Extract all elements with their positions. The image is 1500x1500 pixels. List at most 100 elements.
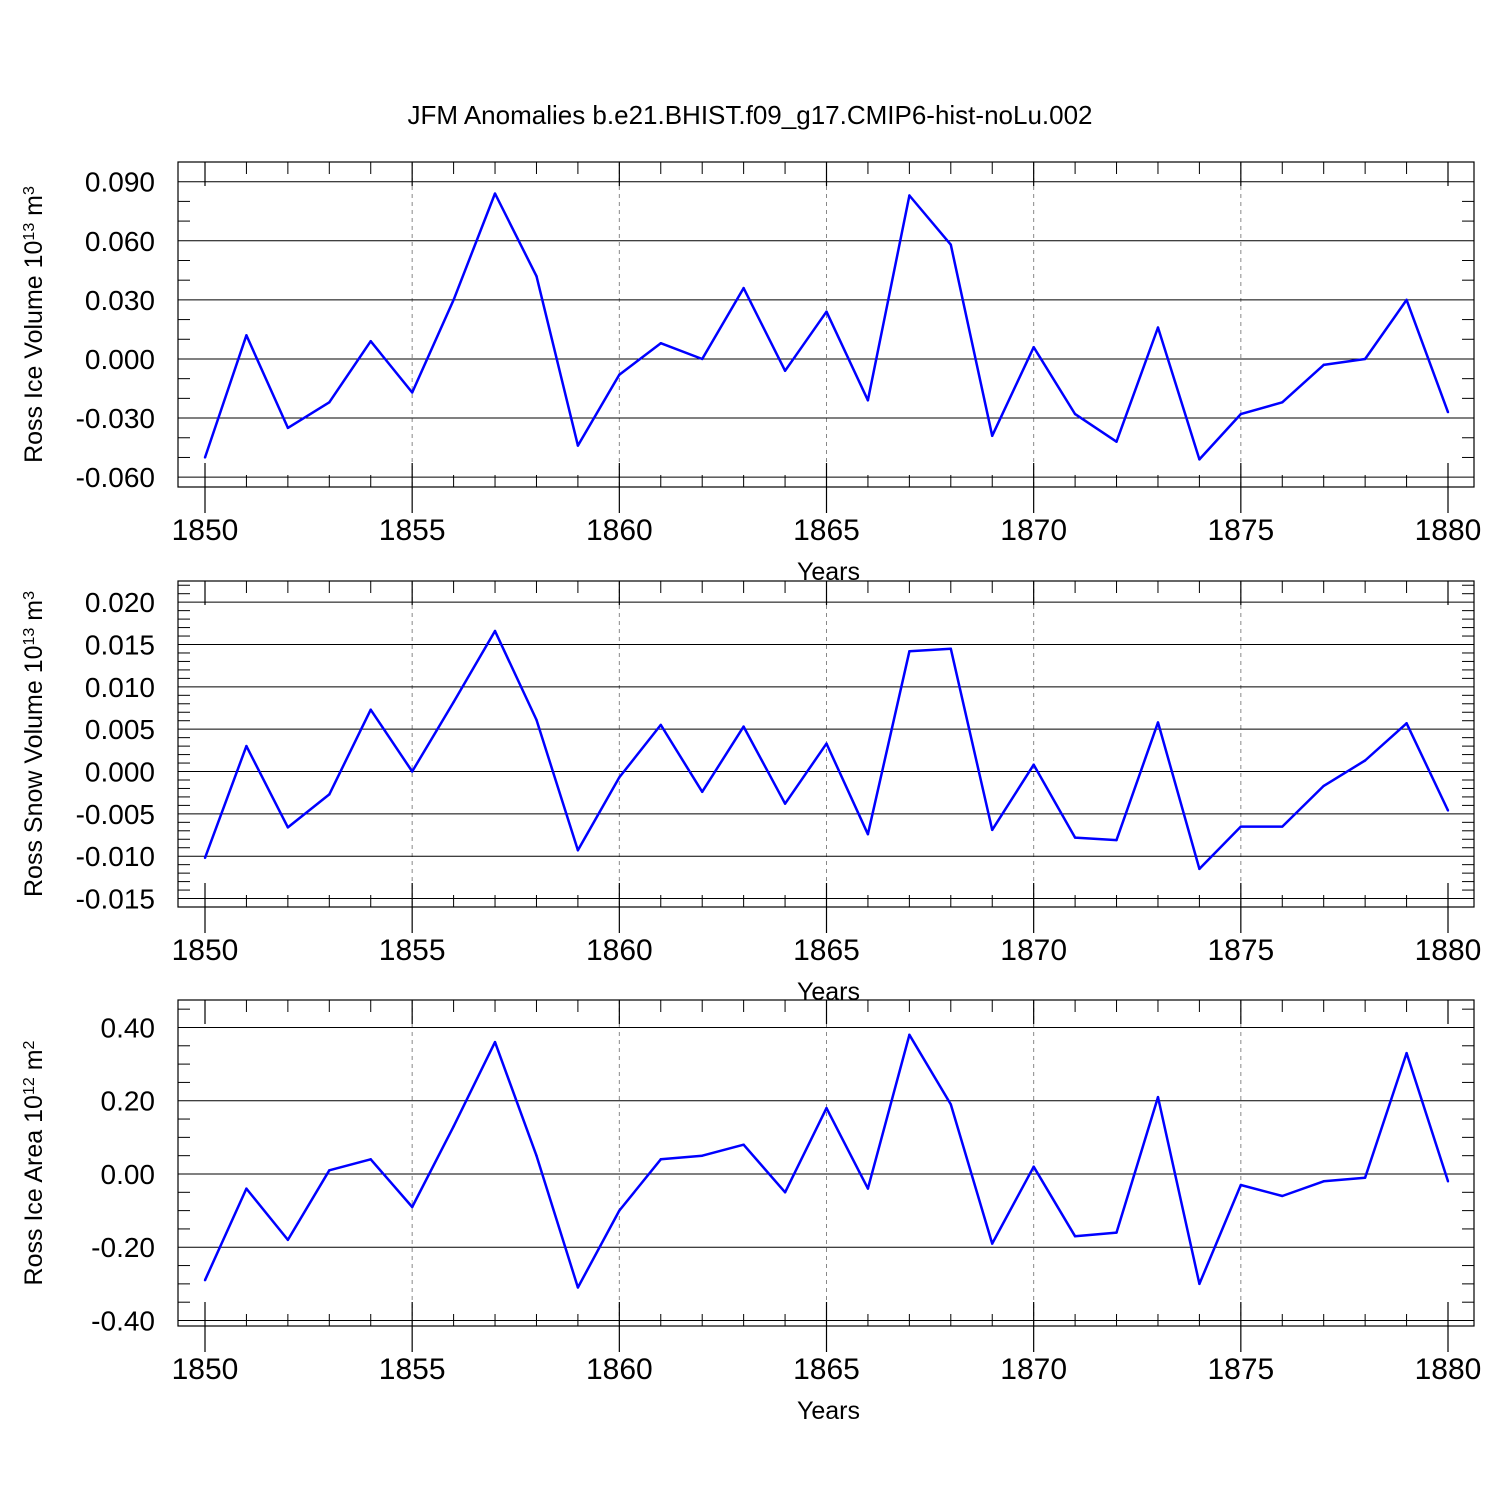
ice-volume-data-point: [1405, 298, 1408, 302]
ice-volume-data-point: [1281, 401, 1284, 404]
snow-volume-data-point: [1032, 763, 1035, 766]
ice-volume-data-point: [783, 369, 787, 372]
ice-area-ylabel-exponent: 12: [21, 1077, 38, 1095]
ice-area-xtick-label: 1860: [586, 1353, 653, 1386]
snow-volume-data-point: [1156, 721, 1160, 724]
ice-area-ytick-label: 0.00: [101, 1159, 156, 1190]
snow-volume-ylabel: Ross Snow Volume 1013 m3: [20, 591, 48, 897]
ice-area-data-point: [203, 1279, 207, 1282]
snow-volume-ytick-label: -0.005: [76, 799, 155, 830]
ice-volume-data-point: [659, 342, 662, 345]
snow-volume-data-point: [328, 793, 331, 796]
ice-area-data-point: [1281, 1194, 1284, 1198]
snow-volume-data-point: [659, 723, 662, 727]
ice-volume-ytick-label: -0.030: [76, 403, 155, 434]
ice-area-ylabel: Ross Ice Area 1012 m2: [20, 1040, 48, 1285]
ice-area-data-point: [866, 1187, 870, 1190]
snow-volume-data-point: [1446, 809, 1450, 812]
snow-volume-data-point: [866, 832, 870, 836]
snow-volume-ylabel-text: m: [20, 600, 48, 628]
snow-volume-data-point: [410, 770, 414, 773]
snow-volume-ytick-label: -0.015: [76, 884, 155, 915]
ice-area-data-point: [701, 1154, 704, 1157]
snow-volume-xtick-label: 1875: [1207, 934, 1274, 967]
ice-area-xtick-label: 1855: [379, 1353, 446, 1386]
snow-volume-xlabel: Years: [797, 978, 860, 1006]
snow-volume-data-point: [783, 802, 787, 805]
ice-volume-data-point: [535, 275, 538, 278]
ice-area-data-point: [1363, 1176, 1367, 1179]
snow-volume-panel: -0.015 -0.010 -0.005 0.000 0.005 0.010 0.015 0.…: [20, 580, 1481, 1006]
ice-volume-data-point: [1198, 458, 1201, 461]
ice-area-data-point: [286, 1238, 290, 1242]
ice-volume-panel: -0.060 -0.030 0.000 0.030 0.060 0.090 1850 1855…: [20, 161, 1481, 586]
ice-volume-data-point: [825, 310, 828, 313]
snow-volume-data-point: [1405, 722, 1408, 725]
ice-volume-data-point: [908, 194, 911, 197]
ice-area-data-point: [1115, 1231, 1118, 1234]
ice-volume-ylabel-exponent: 3: [21, 186, 38, 195]
ice-area-data-point: [991, 1242, 994, 1245]
ice-volume-data-point: [866, 399, 870, 402]
snow-volume-data-point: [369, 708, 372, 711]
figure-title: JFM Anomalies b.e21.BHIST.f09_g17.CMIP6-…: [407, 100, 1092, 130]
ice-area-data-point: [576, 1286, 580, 1289]
ice-area-data-point: [908, 1033, 911, 1036]
ice-volume-ylabel-text: Ross Ice Volume 10: [20, 241, 48, 463]
ice-area-ylabel-text: m: [20, 1049, 48, 1077]
ice-area-data-point: [245, 1187, 248, 1190]
ice-area-data-point: [1322, 1180, 1325, 1183]
ice-area-data-point: [1198, 1282, 1201, 1286]
ice-area-data-point: [452, 1125, 455, 1128]
ice-volume-data-point: [991, 434, 994, 437]
snow-volume-ytick-label: 0.020: [85, 587, 155, 618]
ice-volume-ytick-label: 0.000: [85, 344, 155, 375]
ice-area-data-point: [783, 1191, 787, 1194]
ice-volume-data-point: [949, 243, 952, 246]
ice-volume-data-point: [1446, 410, 1450, 414]
ice-volume-data-point: [1073, 412, 1077, 416]
snow-volume-data-point: [949, 647, 952, 650]
snow-volume-data-point: [825, 742, 828, 745]
ice-volume-data-point: [618, 373, 621, 376]
ice-area-data-point: [742, 1143, 745, 1146]
snow-volume-ylabel-exponent: 3: [21, 591, 38, 600]
snow-volume-data-point: [1198, 867, 1201, 871]
ice-area-ytick-label: 0.40: [101, 1012, 156, 1043]
ice-volume-data-point: [1239, 412, 1243, 416]
snow-volume-data-point: [1363, 759, 1367, 762]
ice-volume-data-point: [493, 192, 497, 195]
snow-volume-data-point: [991, 828, 994, 832]
ice-area-data-point: [949, 1103, 952, 1106]
ice-volume-data-point: [742, 286, 745, 290]
ice-area-xtick-label: 1875: [1207, 1353, 1274, 1386]
snow-volume-ytick-label: 0.005: [85, 714, 155, 745]
ice-volume-data-point: [1115, 440, 1118, 443]
snow-volume-ytick-label: 0.010: [85, 672, 155, 703]
ice-area-data-point: [369, 1158, 372, 1161]
snow-volume-data-point: [1073, 836, 1077, 839]
ice-area-ytick-label: -0.20: [91, 1232, 155, 1263]
ice-area-panel: -0.40 -0.20 0.00 0.20 0.40 1850 1855 1860 1865 18…: [20, 999, 1481, 1425]
ice-area-data-point: [659, 1158, 662, 1161]
snow-volume-xtick-label: 1865: [793, 934, 860, 967]
snow-volume-data-point: [493, 629, 497, 633]
snow-volume-ytick-label: -0.010: [76, 841, 155, 872]
snow-volume-data-point: [908, 650, 911, 653]
ice-volume-data-point: [328, 401, 331, 404]
ice-volume-data-point: [576, 444, 580, 447]
snow-volume-data-point: [1281, 825, 1284, 828]
ice-area-data-point: [493, 1040, 497, 1044]
ice-volume-xtick-label: 1850: [172, 514, 239, 547]
ice-volume-data-point: [369, 340, 372, 343]
snow-volume-xtick-label: 1870: [1000, 934, 1067, 967]
ice-volume-xtick-label: 1870: [1000, 514, 1067, 547]
ice-volume-ylabel-text: m: [20, 195, 48, 223]
snow-volume-data-point: [245, 744, 248, 748]
ice-volume-ytick-label: 0.030: [85, 285, 155, 316]
snow-volume-data-point: [1115, 838, 1118, 842]
ice-volume-xtick-label: 1855: [379, 514, 446, 547]
ice-area-data-point: [1073, 1235, 1077, 1238]
snow-volume-xtick-label: 1850: [172, 934, 239, 967]
snow-volume-data-point: [701, 790, 704, 794]
